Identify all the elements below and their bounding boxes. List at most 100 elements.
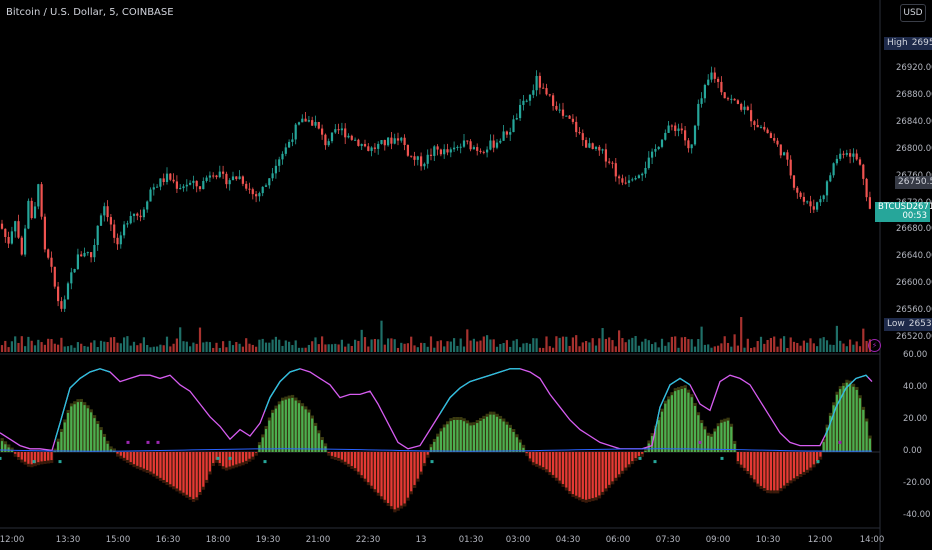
candle-body [552, 95, 555, 106]
currency-button[interactable]: USD [900, 4, 926, 22]
candle-body [0, 223, 4, 229]
volume-bar [542, 347, 545, 352]
candle-body [20, 237, 23, 255]
candle-body [832, 163, 835, 176]
price-tick: 26600.00 [896, 278, 932, 289]
candle-body [423, 163, 426, 167]
time-tick: 06:00 [605, 535, 631, 545]
candle-body [723, 92, 726, 99]
volume-bar [198, 327, 202, 352]
oscillator-bar [136, 452, 139, 466]
oscillator-bar [466, 423, 469, 452]
volume-bar [241, 346, 244, 352]
volume-bar [552, 347, 555, 352]
oscillator-bar [548, 452, 551, 473]
candle-body [192, 180, 195, 183]
volume-bar [195, 343, 198, 352]
oscillator-bar [274, 408, 277, 452]
volume-bar [664, 345, 667, 352]
candle-body [73, 268, 76, 273]
candle-body [660, 139, 664, 147]
candle-body [578, 132, 581, 134]
oscillator-bar [83, 405, 86, 452]
volume-bar [20, 336, 23, 352]
oscillator-bar [469, 425, 472, 452]
candle-body [492, 140, 495, 148]
oscillator-bar [852, 386, 855, 452]
candle-body [667, 125, 670, 133]
oscillator-bar [205, 452, 208, 480]
oscillator-bar [60, 431, 63, 452]
volume-bar [311, 341, 314, 352]
volume-bar [109, 337, 112, 352]
time-tick: 07:30 [655, 535, 681, 545]
oscillator-bar [301, 406, 304, 452]
candle-body [571, 118, 574, 122]
oscillator-bar [769, 452, 772, 491]
oscillator-bar [0, 441, 4, 452]
oscillator-bar [532, 452, 535, 463]
oscillator-bar [499, 418, 502, 452]
volume-bar [185, 341, 188, 352]
oscillator-bar [245, 452, 248, 461]
volume-bar [400, 342, 403, 352]
volume-bar [631, 337, 634, 352]
candle-body [750, 110, 753, 122]
volume-bar [565, 336, 568, 352]
volume-bar [558, 337, 561, 352]
candle-body [400, 137, 403, 141]
oscillator-bar [354, 452, 357, 469]
candle-body [674, 125, 677, 131]
volume-bar [680, 337, 683, 352]
volume-bar [40, 342, 43, 352]
candle-body [304, 118, 307, 122]
candle-body [482, 151, 485, 153]
lightning-icon[interactable]: ⚡ [868, 339, 881, 352]
candle-body [350, 135, 353, 140]
candle-body [789, 159, 792, 176]
candle-body [340, 128, 343, 131]
oscillator-bar [710, 436, 713, 452]
oscillator-bar [429, 447, 433, 452]
volume-bar [476, 341, 479, 352]
volume-bar [30, 340, 33, 352]
symbol-title: Bitcoin / U.S. Dollar, 5, COINBASE [6, 7, 174, 18]
oscillator-bar [707, 435, 710, 452]
candle-body [317, 121, 320, 129]
oscillator-bar [314, 425, 317, 452]
volume-bar [858, 346, 862, 352]
oscillator-bar [261, 437, 264, 452]
volume-bar [545, 336, 548, 352]
volume-bar [532, 338, 535, 352]
candle-body [367, 146, 370, 151]
oscillator-bar [73, 404, 76, 452]
candle-body [766, 129, 769, 134]
candle-body [354, 139, 357, 141]
oscillator-bar [598, 452, 601, 496]
volume-bar [212, 347, 215, 352]
oscillator-bar [139, 452, 142, 468]
candle-body [393, 138, 396, 144]
oscillator-bar [512, 432, 515, 452]
volume-bar [192, 342, 195, 352]
candle-body [172, 179, 175, 182]
oscillator-bar [535, 452, 538, 464]
candle-body [588, 143, 591, 148]
signal-dots [0, 440, 842, 464]
volume-bar [291, 345, 294, 352]
volume-bar [321, 336, 324, 352]
oscillator-bar [634, 452, 637, 459]
oscillator-bar [17, 452, 20, 457]
candle-body [707, 79, 710, 85]
oscillator-bar [66, 412, 70, 452]
oscillator-histogram [0, 382, 871, 510]
candle-body [783, 152, 786, 156]
volume-bar [80, 343, 83, 352]
volume-bar [624, 342, 627, 352]
candle-body [604, 149, 607, 162]
oscillator-bar [406, 452, 409, 498]
volume-bar [179, 327, 182, 352]
volume-bar [743, 347, 746, 352]
volume-bar [268, 342, 271, 352]
